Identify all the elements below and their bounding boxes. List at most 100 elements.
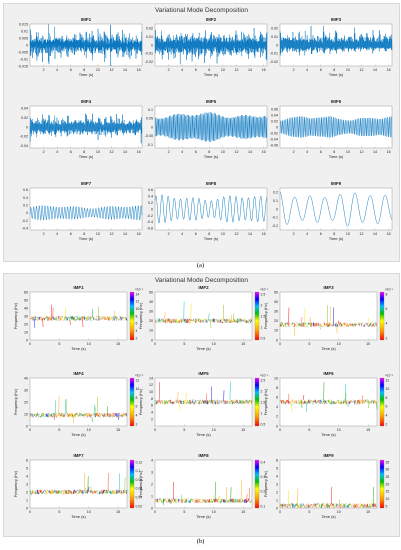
plot-title: IMF7: [81, 181, 92, 186]
y-tick-label: 60: [24, 290, 28, 294]
colorbar-exponent: ×10⁻³: [135, 374, 143, 378]
y-tick-label: -0.06: [270, 143, 278, 147]
y-tick-label: 0: [151, 43, 153, 47]
colorbar-tick-label: 12: [136, 300, 140, 304]
imf-waveform: [154, 28, 268, 65]
x-tick-label: 10: [346, 150, 350, 154]
y-tick-label: 0: [276, 506, 278, 510]
y-tick-label: 2: [151, 417, 153, 421]
plot-axes: [29, 459, 128, 509]
x-tick-label: 12: [234, 232, 238, 236]
x-tick-label: 5: [183, 428, 185, 432]
y-tick-label: -0.02: [145, 60, 153, 64]
x-axis-label: Time (s): [71, 514, 86, 519]
plot-title: IMF2: [198, 285, 209, 290]
colorbar-tick-label: 0.06: [136, 487, 143, 491]
plot-axes: [154, 187, 268, 231]
y-tick-label: -0.6: [147, 227, 153, 231]
imf-frequency-plot: IMF1 60 50 40 30 20 10 0 Frequency (Hz) 0 5 10 15 Tim…: [14, 285, 143, 351]
y-tick-label: 2: [151, 482, 153, 486]
x-tick-label: 12: [234, 150, 238, 154]
y-tick-label: 0: [276, 43, 278, 47]
x-tick-label: 4: [181, 150, 183, 154]
y-tick-label: -0.02: [270, 60, 278, 64]
x-axis-label: Time (s): [321, 346, 336, 351]
x-tick-label: 12: [359, 232, 363, 236]
colorbar-tick-label: 0.1: [261, 504, 266, 508]
x-tick-label: 4: [56, 150, 58, 154]
x-tick-label: 10: [96, 232, 100, 236]
imf-time-plot: IMF7 0.6 0.4 0.2 0 -0.2 -0.4 2 4 6 8 10 12 14 16 Time (…: [22, 181, 143, 241]
x-axis-label: Time (s): [79, 72, 94, 77]
x-tick-label: 10: [221, 68, 225, 72]
x-tick-label: 10: [96, 68, 100, 72]
imf-frequency-plot: IMF2 50 40 30 20 10 0 Frequency (Hz) 0 5 10 15 Time …: [139, 285, 268, 351]
y-tick-label: 0.4: [23, 196, 28, 200]
colorbar-tick-label: 8: [386, 396, 388, 400]
x-tick-label: 5: [183, 342, 185, 346]
colorbar-tick-label: 20: [386, 482, 390, 486]
colorbar-tick-label: 10: [386, 497, 390, 501]
x-tick-label: 0: [279, 428, 281, 432]
y-axis-label: Frequency (Hz): [14, 470, 18, 497]
x-tick-label: 5: [308, 510, 310, 514]
y-tick-label: 40: [274, 300, 278, 304]
y-tick-label: 3: [276, 482, 278, 486]
y-tick-label: 1: [276, 498, 278, 502]
x-tick-label: 6: [320, 150, 322, 154]
y-tick-label: 0: [151, 125, 153, 129]
y-tick-label: 6: [276, 458, 278, 462]
colorbar-tick-label: 6: [136, 322, 138, 326]
x-tick-label: 16: [387, 68, 391, 72]
x-tick-label: 15: [366, 510, 370, 514]
y-tick-label: 0: [26, 338, 28, 342]
y-axis-label: Frequency (Hz): [264, 388, 268, 415]
x-tick-label: 0: [29, 510, 31, 514]
colorbar-tick-label: 2: [136, 336, 138, 340]
imf-waveform: [279, 116, 393, 138]
y-tick-label: 30: [149, 310, 153, 314]
y-tick-label: 50: [149, 290, 153, 294]
y-tick-label: 0.05: [146, 117, 153, 121]
plot-axes: [279, 459, 378, 509]
x-tick-label: 6: [70, 150, 72, 154]
x-tick-label: 12: [359, 68, 363, 72]
y-tick-label: 6: [26, 458, 28, 462]
y-axis-label: Frequency (Hz): [264, 470, 268, 497]
x-tick-label: 16: [262, 150, 266, 154]
plot-title: IMF5: [198, 371, 209, 376]
imf-waveform: [279, 191, 393, 227]
x-axis-label: Time (s): [196, 432, 211, 437]
y-tick-label: 0.6: [148, 188, 153, 192]
x-tick-label: 10: [212, 342, 216, 346]
y-tick-label: 30: [24, 314, 28, 318]
y-tick-label: 6: [276, 396, 278, 400]
imf-time-plot: IMF1 0.015 0.01 0.005 0 -0.005 -0.01 -0.015 2 4 6 8…: [18, 17, 143, 77]
x-axis-label: Time (s): [204, 72, 219, 77]
figure-a-title: Variational Mode Decomposition: [154, 7, 249, 14]
colorbar-tick-label: 0.1: [136, 469, 141, 473]
x-tick-label: 10: [337, 428, 341, 432]
y-tick-label: 0: [26, 211, 28, 215]
x-tick-label: 2: [43, 68, 45, 72]
x-tick-label: 14: [248, 150, 252, 154]
y-tick-label: 0.1: [273, 199, 278, 203]
x-axis-label: Time (s): [79, 236, 94, 241]
x-tick-label: 4: [306, 68, 308, 72]
colorbar-tick-label: 2.5: [261, 378, 266, 382]
x-tick-label: 4: [306, 232, 308, 236]
imf-frequency-plot: IMF4 40 30 20 10 0 Frequency (Hz) 0 5 10 15 Time (s…: [14, 371, 143, 437]
colorbar-tick-label: 2: [261, 389, 263, 393]
x-tick-label: 12: [359, 150, 363, 154]
colorbar-tick-label: 0.2: [261, 490, 266, 494]
y-tick-label: 0.2: [273, 191, 278, 195]
x-axis-label: Time (s): [321, 514, 336, 519]
colorbar-tick-label: 4: [386, 414, 388, 418]
imf-frequency-plot: IMF3 50 40 30 20 10 0 Frequency (Hz) 0 5 10 15 Time …: [264, 285, 393, 351]
y-tick-label: 4: [276, 405, 278, 409]
figure-b-caption: (b): [196, 538, 205, 545]
colorbar: [254, 377, 260, 427]
colorbar-exponent: ×10⁻³: [135, 288, 143, 292]
x-tick-label: 15: [366, 342, 370, 346]
